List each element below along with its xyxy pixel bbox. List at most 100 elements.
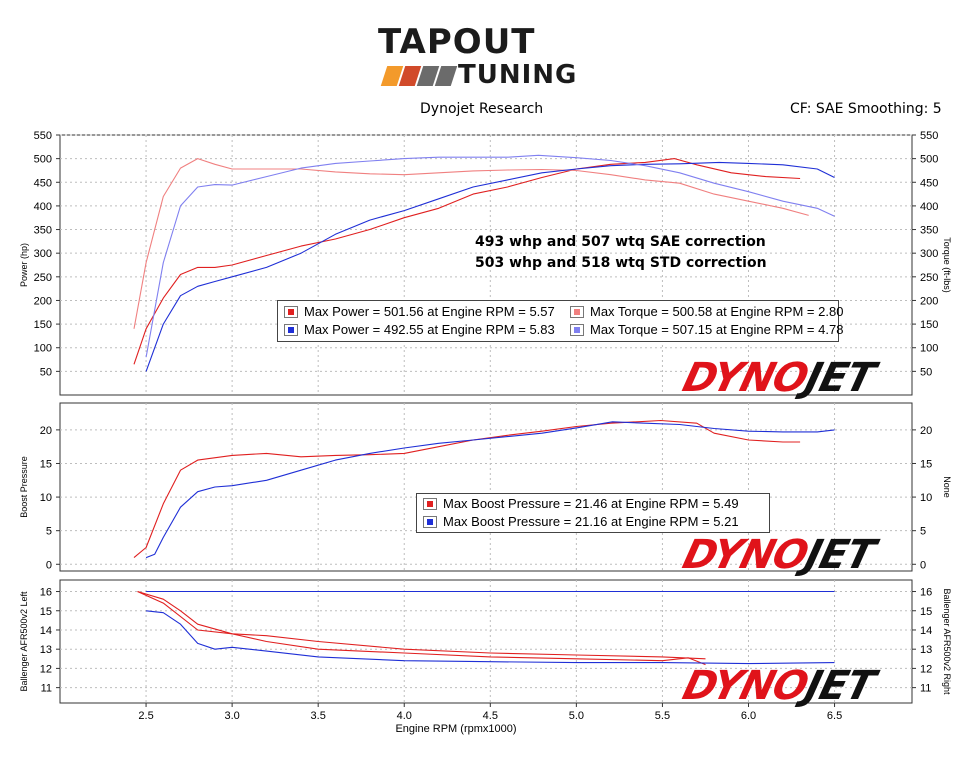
- power-ytick-label-left: 400: [34, 201, 52, 213]
- power-ytick-label-left: 150: [34, 319, 52, 331]
- legend-text: Max Torque = 500.58 at Engine RPM = 2.80: [590, 304, 844, 319]
- watermark-jet: JET: [800, 532, 879, 578]
- afr-ylabel-left: Ballenger AFR500v2 Left: [19, 591, 29, 692]
- power-ytick-label-right: 200: [920, 295, 938, 307]
- legend-max-torque-run1: Max Torque = 500.58 at Engine RPM = 2.80: [570, 304, 843, 319]
- power-series-power-run2: [145, 161, 835, 372]
- boost-ytick-label-left: 0: [46, 559, 52, 571]
- dynojet-watermark-afr: DYNOJET: [678, 663, 879, 709]
- x-tick-label: 3.0: [224, 710, 239, 722]
- legend-text: Max Power = 501.56 at Engine RPM = 5.57: [304, 304, 555, 319]
- power-ytick-label-right: 500: [920, 154, 938, 166]
- watermark-jet: JET: [800, 355, 879, 401]
- x-axis-label: Engine RPM (rpmx1000): [395, 723, 516, 735]
- power-legend: Max Power = 501.56 at Engine RPM = 5.57 …: [277, 300, 843, 342]
- afr-ytick-label-right: 11: [920, 683, 931, 695]
- afr-series-right-run2: [146, 610, 835, 665]
- x-tick-label: 4.5: [483, 710, 498, 722]
- legend-max-boost-run1: Max Boost Pressure = 21.46 at Engine RPM…: [423, 496, 739, 511]
- boost-ytick-label-left: 15: [40, 458, 52, 470]
- x-tick-label: 3.5: [311, 710, 326, 722]
- x-tick-label: 5.0: [569, 710, 584, 722]
- power-ytick-label-left: 550: [34, 130, 52, 142]
- power-ylabel-right: Torque (ft-lbs): [942, 237, 952, 293]
- dynojet-watermark-boost: DYNOJET: [678, 532, 879, 578]
- power-plot-frame: [59, 134, 913, 396]
- legend-swatch: [284, 305, 298, 318]
- afr-ytick-label-left: 14: [40, 625, 52, 637]
- legend-swatch: [284, 323, 298, 336]
- legend-max-power-run2: Max Power = 492.55 at Engine RPM = 5.83: [284, 322, 555, 337]
- afr-ylabel-right: Ballenger AFR500v2 Right: [942, 588, 952, 695]
- watermark-dyno: DYNO: [678, 532, 813, 578]
- boost-ylabel-left: Boost Pressure: [19, 456, 29, 518]
- dynojet-watermark-power: DYNOJET: [678, 355, 879, 401]
- power-ytick-label-left: 500: [34, 154, 52, 166]
- power-ytick-label-right: 250: [920, 272, 938, 284]
- legend-text: Max Boost Pressure = 21.46 at Engine RPM…: [443, 496, 739, 511]
- power-ytick-label-right: 150: [920, 319, 938, 331]
- afr-plot-frame: [59, 579, 913, 704]
- boost-ytick-label-right: 10: [920, 492, 932, 504]
- boost-ytick-label-right: 20: [920, 425, 932, 437]
- power-ytick-label-left: 200: [34, 295, 52, 307]
- boost-ytick-label-left: 5: [46, 526, 52, 538]
- power-series-torque-run2: [145, 154, 835, 358]
- afr-ytick-label-left: 16: [40, 587, 52, 599]
- x-tick-label: 4.0: [397, 710, 412, 722]
- watermark-dyno: DYNO: [678, 355, 813, 401]
- boost-ytick-label-left: 20: [40, 425, 52, 437]
- afr-ytick-label-right: 14: [920, 625, 932, 637]
- x-tick-label: 6.5: [827, 710, 842, 722]
- legend-text: Max Power = 492.55 at Engine RPM = 5.83: [304, 322, 555, 337]
- power-ylabel-left: Power (hp): [19, 243, 29, 287]
- tapout-tuning-logo: TAPOUT TUNING: [370, 22, 610, 94]
- legend-max-power-run1: Max Power = 501.56 at Engine RPM = 5.57: [284, 304, 555, 319]
- power-ytick-label-right: 450: [920, 177, 938, 189]
- logo-top-word: TAPOUT: [378, 22, 536, 62]
- legend-text: Max Torque = 507.15 at Engine RPM = 4.78: [590, 322, 844, 337]
- legend-swatch: [570, 323, 584, 336]
- power-ytick-label-right: 100: [920, 343, 938, 355]
- afr-ytick-label-right: 12: [920, 663, 932, 675]
- boost-ylabel-right: None: [942, 476, 952, 498]
- x-tick-label: 2.5: [138, 710, 153, 722]
- power-ytick-label-right: 550: [920, 130, 938, 142]
- legend-swatch: [423, 497, 437, 510]
- logo-bottom-word: TUNING: [458, 60, 578, 90]
- afr-ytick-label-left: 11: [41, 683, 52, 695]
- boost-legend: Max Boost Pressure = 21.46 at Engine RPM…: [416, 493, 770, 533]
- power-ytick-label-left: 300: [34, 248, 52, 260]
- power-ytick-label-left: 250: [34, 272, 52, 284]
- power-ytick-label-right: 300: [920, 248, 938, 260]
- afr-ytick-label-left: 13: [40, 644, 52, 656]
- afr-series-left-run1: [137, 590, 706, 666]
- power-series-power-run1: [133, 158, 801, 365]
- boost-ytick-label-right: 5: [920, 526, 926, 538]
- watermark-jet: JET: [800, 663, 879, 709]
- power-ytick-label-left: 350: [34, 225, 52, 237]
- power-ytick-label-right: 50: [920, 366, 932, 378]
- afr-ytick-label-left: 12: [40, 663, 52, 675]
- note-line-sae: 493 whp and 507 wtq SAE correction: [475, 234, 766, 250]
- header-left-title: Dynojet Research: [420, 101, 544, 117]
- afr-ytick-label-right: 15: [920, 606, 932, 618]
- afr-ytick-label-right: 16: [920, 587, 932, 599]
- x-tick-label: 5.5: [655, 710, 670, 722]
- boost-ytick-label-left: 10: [40, 492, 52, 504]
- afr-ytick-label-right: 13: [920, 644, 932, 656]
- boost-ytick-label-right: 15: [920, 458, 932, 470]
- header-right-info: CF: SAE Smoothing: 5: [790, 101, 942, 117]
- boost-series-line-run2: [145, 421, 835, 559]
- afr-ytick-label-left: 15: [40, 606, 52, 618]
- legend-max-boost-run2: Max Boost Pressure = 21.16 at Engine RPM…: [423, 514, 739, 529]
- watermark-dyno: DYNO: [678, 663, 813, 709]
- legend-swatch: [423, 515, 437, 528]
- legend-text: Max Boost Pressure = 21.16 at Engine RPM…: [443, 514, 739, 529]
- boost-plot-frame: [59, 402, 913, 572]
- boost-ytick-label-right: 0: [920, 559, 926, 571]
- power-ytick-label-left: 450: [34, 177, 52, 189]
- note-line-std: 503 whp and 518 wtq STD correction: [475, 255, 767, 271]
- x-tick-label: 6.0: [741, 710, 756, 722]
